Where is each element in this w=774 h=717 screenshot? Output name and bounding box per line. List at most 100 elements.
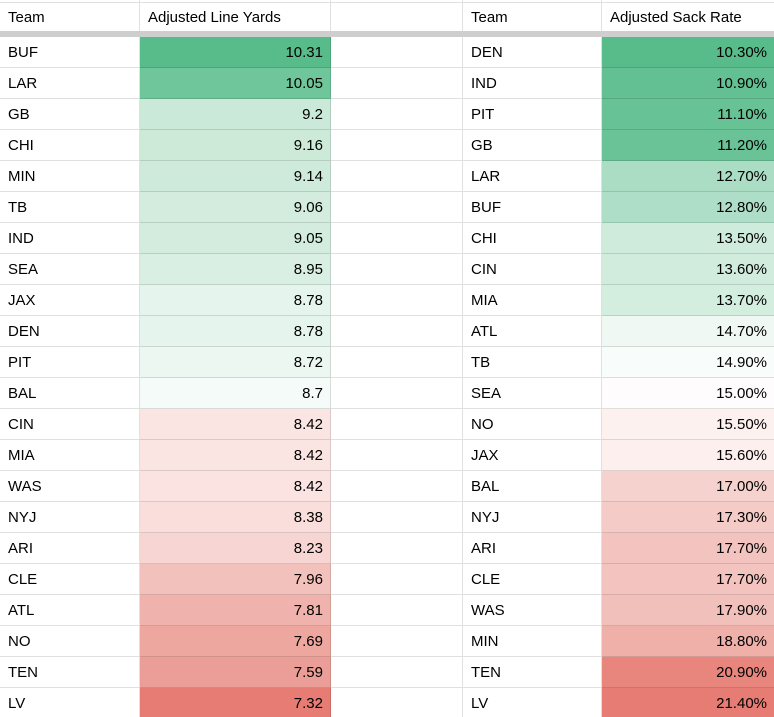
- empty-cell[interactable]: [331, 192, 463, 223]
- value-cell-line-yards[interactable]: 8.78: [140, 285, 331, 316]
- value-cell-sack-rate[interactable]: 20.90%: [602, 657, 774, 688]
- header-team-left[interactable]: Team: [0, 3, 140, 31]
- team-cell-right[interactable]: TB: [463, 347, 602, 378]
- value-cell-sack-rate[interactable]: 17.70%: [602, 533, 774, 564]
- value-cell-line-yards[interactable]: 9.16: [140, 130, 331, 161]
- empty-cell[interactable]: [331, 564, 463, 595]
- team-cell-left[interactable]: TEN: [0, 657, 140, 688]
- value-cell-sack-rate[interactable]: 14.70%: [602, 316, 774, 347]
- team-cell-right[interactable]: BUF: [463, 192, 602, 223]
- value-cell-line-yards[interactable]: 8.78: [140, 316, 331, 347]
- team-cell-left[interactable]: CIN: [0, 409, 140, 440]
- team-cell-left[interactable]: NYJ: [0, 502, 140, 533]
- team-cell-left[interactable]: MIN: [0, 161, 140, 192]
- value-cell-line-yards[interactable]: 8.95: [140, 254, 331, 285]
- value-cell-sack-rate[interactable]: 11.20%: [602, 130, 774, 161]
- team-cell-left[interactable]: SEA: [0, 254, 140, 285]
- team-cell-right[interactable]: WAS: [463, 595, 602, 626]
- team-cell-left[interactable]: BAL: [0, 378, 140, 409]
- team-cell-right[interactable]: LV: [463, 688, 602, 717]
- empty-cell[interactable]: [331, 409, 463, 440]
- team-cell-right[interactable]: ATL: [463, 316, 602, 347]
- team-cell-left[interactable]: NO: [0, 626, 140, 657]
- value-cell-line-yards[interactable]: 7.81: [140, 595, 331, 626]
- empty-cell[interactable]: [331, 657, 463, 688]
- empty-cell[interactable]: [331, 595, 463, 626]
- team-cell-left[interactable]: TB: [0, 192, 140, 223]
- value-cell-sack-rate[interactable]: 10.90%: [602, 68, 774, 99]
- value-cell-sack-rate[interactable]: 14.90%: [602, 347, 774, 378]
- value-cell-line-yards[interactable]: 9.05: [140, 223, 331, 254]
- team-cell-right[interactable]: NYJ: [463, 502, 602, 533]
- team-cell-left[interactable]: DEN: [0, 316, 140, 347]
- team-cell-right[interactable]: ARI: [463, 533, 602, 564]
- team-cell-left[interactable]: ATL: [0, 595, 140, 626]
- team-cell-right[interactable]: DEN: [463, 37, 602, 68]
- value-cell-line-yards[interactable]: 9.14: [140, 161, 331, 192]
- empty-cell[interactable]: [331, 440, 463, 471]
- value-cell-line-yards[interactable]: 10.31: [140, 37, 331, 68]
- empty-cell[interactable]: [331, 161, 463, 192]
- value-cell-line-yards[interactable]: 9.06: [140, 192, 331, 223]
- value-cell-sack-rate[interactable]: 17.00%: [602, 471, 774, 502]
- value-cell-sack-rate[interactable]: 12.80%: [602, 192, 774, 223]
- empty-cell[interactable]: [331, 223, 463, 254]
- value-cell-sack-rate[interactable]: 13.70%: [602, 285, 774, 316]
- value-cell-line-yards[interactable]: 7.96: [140, 564, 331, 595]
- frozen-row-divider[interactable]: [0, 31, 774, 37]
- team-cell-right[interactable]: MIA: [463, 285, 602, 316]
- team-cell-right[interactable]: PIT: [463, 99, 602, 130]
- empty-cell[interactable]: [331, 688, 463, 717]
- empty-cell[interactable]: [331, 378, 463, 409]
- value-cell-sack-rate[interactable]: 15.60%: [602, 440, 774, 471]
- value-cell-sack-rate[interactable]: 15.00%: [602, 378, 774, 409]
- value-cell-line-yards[interactable]: 8.42: [140, 471, 331, 502]
- value-cell-sack-rate[interactable]: 17.90%: [602, 595, 774, 626]
- value-cell-sack-rate[interactable]: 18.80%: [602, 626, 774, 657]
- team-cell-right[interactable]: GB: [463, 130, 602, 161]
- team-cell-left[interactable]: ARI: [0, 533, 140, 564]
- value-cell-sack-rate[interactable]: 15.50%: [602, 409, 774, 440]
- empty-cell[interactable]: [331, 471, 463, 502]
- value-cell-line-yards[interactable]: 8.72: [140, 347, 331, 378]
- value-cell-sack-rate[interactable]: 13.60%: [602, 254, 774, 285]
- value-cell-sack-rate[interactable]: 10.30%: [602, 37, 774, 68]
- value-cell-line-yards[interactable]: 7.69: [140, 626, 331, 657]
- team-cell-left[interactable]: CLE: [0, 564, 140, 595]
- team-cell-right[interactable]: BAL: [463, 471, 602, 502]
- empty-cell[interactable]: [331, 99, 463, 130]
- value-cell-line-yards[interactable]: 7.32: [140, 688, 331, 717]
- team-cell-right[interactable]: TEN: [463, 657, 602, 688]
- value-cell-sack-rate[interactable]: 13.50%: [602, 223, 774, 254]
- value-cell-line-yards[interactable]: 8.42: [140, 440, 331, 471]
- team-cell-left[interactable]: MIA: [0, 440, 140, 471]
- team-cell-right[interactable]: IND: [463, 68, 602, 99]
- empty-cell[interactable]: [331, 285, 463, 316]
- empty-cell[interactable]: [331, 502, 463, 533]
- value-cell-line-yards[interactable]: 8.38: [140, 502, 331, 533]
- empty-cell[interactable]: [331, 254, 463, 285]
- empty-cell[interactable]: [331, 626, 463, 657]
- value-cell-sack-rate[interactable]: 17.30%: [602, 502, 774, 533]
- team-cell-left[interactable]: LV: [0, 688, 140, 717]
- value-cell-line-yards[interactable]: 8.7: [140, 378, 331, 409]
- header-adjusted-line-yards[interactable]: Adjusted Line Yards: [140, 3, 331, 31]
- team-cell-right[interactable]: CLE: [463, 564, 602, 595]
- team-cell-left[interactable]: JAX: [0, 285, 140, 316]
- team-cell-left[interactable]: IND: [0, 223, 140, 254]
- header-adjusted-sack-rate[interactable]: Adjusted Sack Rate: [610, 8, 742, 26]
- empty-cell[interactable]: [331, 347, 463, 378]
- value-cell-sack-rate[interactable]: 17.70%: [602, 564, 774, 595]
- team-cell-left[interactable]: PIT: [0, 347, 140, 378]
- empty-cell[interactable]: [331, 533, 463, 564]
- header-empty-cell[interactable]: [331, 3, 463, 31]
- value-cell-sack-rate[interactable]: 21.40%: [602, 688, 774, 717]
- team-cell-right[interactable]: JAX: [463, 440, 602, 471]
- team-cell-right[interactable]: MIN: [463, 626, 602, 657]
- value-cell-sack-rate[interactable]: 12.70%: [602, 161, 774, 192]
- empty-cell[interactable]: [331, 68, 463, 99]
- team-cell-left[interactable]: BUF: [0, 37, 140, 68]
- team-cell-right[interactable]: CHI: [463, 223, 602, 254]
- team-cell-right[interactable]: SEA: [463, 378, 602, 409]
- header-team-right[interactable]: Team: [463, 3, 602, 31]
